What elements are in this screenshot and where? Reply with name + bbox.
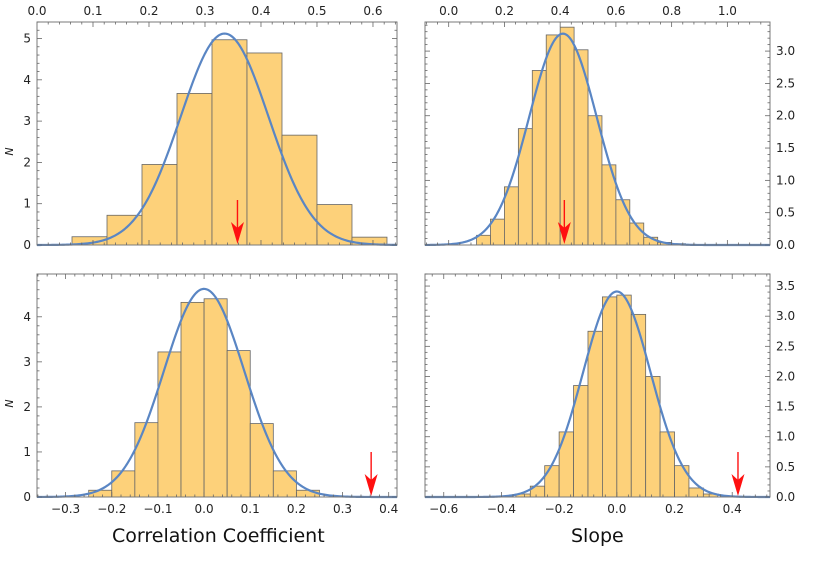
x-tick-label: 0.0 <box>439 4 458 18</box>
x-tick-label: −0.2 <box>97 502 126 516</box>
x-tick-label: 1.0 <box>718 4 737 18</box>
y-tick-label: 3 <box>23 355 31 369</box>
x-axis-label-slope: Slope <box>571 525 624 547</box>
y-tick-label: 0.0 <box>776 490 795 504</box>
y-tick-label: 2.5 <box>776 76 795 90</box>
x-tick-label: 0.4 <box>551 4 570 18</box>
y-tick-label: 1.0 <box>776 173 795 187</box>
gaussian-fit-curve <box>36 32 398 247</box>
y-tick-label: 2.5 <box>776 339 795 353</box>
histogram-bar <box>587 115 603 246</box>
y-tick-label: 1.0 <box>776 430 795 444</box>
y-tick-label: 1 <box>23 445 31 459</box>
observed-value-arrow-head <box>557 222 571 244</box>
histogram-bar <box>316 204 353 246</box>
y-tick-label: 5 <box>23 32 31 46</box>
histogram-bar <box>615 199 631 246</box>
y-axis-label: N <box>3 399 16 407</box>
x-tick-label: −0.4 <box>487 502 516 516</box>
x-tick-label: 0.2 <box>287 502 306 516</box>
observed-value-arrow-head <box>364 474 378 496</box>
x-tick-label: 0.4 <box>379 502 398 516</box>
histogram-bar <box>249 423 274 498</box>
panel-bottom-left: −0.3 −0.2 −0.1 0.0 0.1 0.2 0.3 0.4 0 1 2 3 4 N <box>3 273 398 516</box>
histogram-bar <box>176 93 213 246</box>
y-tick-label: 2 <box>23 400 31 414</box>
y-tick-label: 3 <box>23 114 31 128</box>
panel-top-left: 0.0 0.1 0.2 0.3 0.4 0.5 0.6 0 1 2 3 4 5 N <box>3 4 398 252</box>
y-tick-label: 1.5 <box>776 141 795 155</box>
histogram-bar <box>490 218 505 246</box>
x-tick-label: 0.3 <box>333 502 352 516</box>
x-tick-label: 0.0 <box>607 502 626 516</box>
histogram-bar <box>281 134 318 246</box>
plot-frame <box>424 21 771 246</box>
histogram-bar <box>587 330 603 498</box>
x-tick-label: 0.5 <box>307 4 326 18</box>
y-tick-label: 2.0 <box>776 109 795 123</box>
panel-bottom-right: −0.6 −0.4 −0.2 0.0 0.2 0.4 0.0 0.5 1.0 1.5 2.0 2.5 3… <box>424 273 795 516</box>
y-tick-label: 0.5 <box>776 206 795 220</box>
y-tick-label: 2.0 <box>776 369 795 383</box>
y-axis-label: N <box>3 147 16 155</box>
x-tick-label: 0.6 <box>363 4 382 18</box>
histogram-bar <box>246 52 283 246</box>
gaussian-fit-curve <box>37 287 397 499</box>
y-tick-label: 0.0 <box>776 238 795 252</box>
x-tick-label: 0.0 <box>27 4 46 18</box>
y-tick-label: 1 <box>23 197 31 211</box>
y-tick-label: 3.5 <box>776 279 795 293</box>
y-tick-label: 1.5 <box>776 400 795 414</box>
histogram-bar <box>688 487 704 498</box>
x-tick-label: 0.1 <box>241 502 260 516</box>
x-tick-label: 0.4 <box>251 4 270 18</box>
plot-frame <box>36 21 398 246</box>
observed-value-arrow-head <box>731 474 745 496</box>
y-tick-label: 0.5 <box>776 460 795 474</box>
histogram-bar <box>211 39 248 246</box>
histogram-bar <box>674 465 690 498</box>
histogram-bar <box>203 298 228 498</box>
histogram-bar <box>134 422 159 498</box>
histogram-bar <box>226 350 251 498</box>
histogram-bar <box>111 470 136 498</box>
histogram-bar <box>616 294 632 498</box>
x-tick-label: 0.3 <box>195 4 214 18</box>
y-tick-label: 3.0 <box>776 44 795 58</box>
histogram-bar <box>645 376 661 498</box>
histogram-bar <box>545 34 561 246</box>
histogram-bar <box>602 296 618 498</box>
histogram-bar <box>157 351 182 498</box>
x-tick-label: 0.1 <box>83 4 102 18</box>
x-tick-label: 0.8 <box>662 4 681 18</box>
x-tick-label: 0.2 <box>139 4 158 18</box>
x-tick-label: −0.3 <box>51 502 80 516</box>
x-axis-label-correlation: Correlation Coefficient <box>112 525 325 547</box>
x-tick-label: 0.0 <box>195 502 214 516</box>
y-tick-label: 2 <box>23 155 31 169</box>
observed-value-arrow-head <box>230 222 244 244</box>
panel-top-right: 0.0 0.2 0.4 0.6 0.8 1.0 0.0 0.5 1.0 1.5 2.0 2.5 3.0 <box>424 4 795 252</box>
x-tick-label: −0.2 <box>545 502 574 516</box>
y-tick-label: 4 <box>23 73 31 87</box>
histogram-bar <box>559 26 575 246</box>
y-tick-label: 3.0 <box>776 309 795 323</box>
x-tick-label: 0.6 <box>606 4 625 18</box>
x-tick-label: −0.6 <box>429 502 458 516</box>
x-tick-label: 0.4 <box>723 502 742 516</box>
plot-frame <box>424 273 771 498</box>
histogram-bar <box>630 313 647 498</box>
x-tick-label: 0.2 <box>665 502 684 516</box>
x-tick-label: 0.2 <box>495 4 514 18</box>
plot-frame <box>36 273 398 498</box>
histogram-bar <box>272 470 297 498</box>
x-tick-label: −0.1 <box>143 502 172 516</box>
histogram-bar <box>180 301 205 498</box>
y-tick-label: 4 <box>23 310 31 324</box>
histogram-bar <box>544 465 560 498</box>
y-tick-label: 0 <box>23 490 31 504</box>
y-tick-label: 0 <box>23 238 31 252</box>
